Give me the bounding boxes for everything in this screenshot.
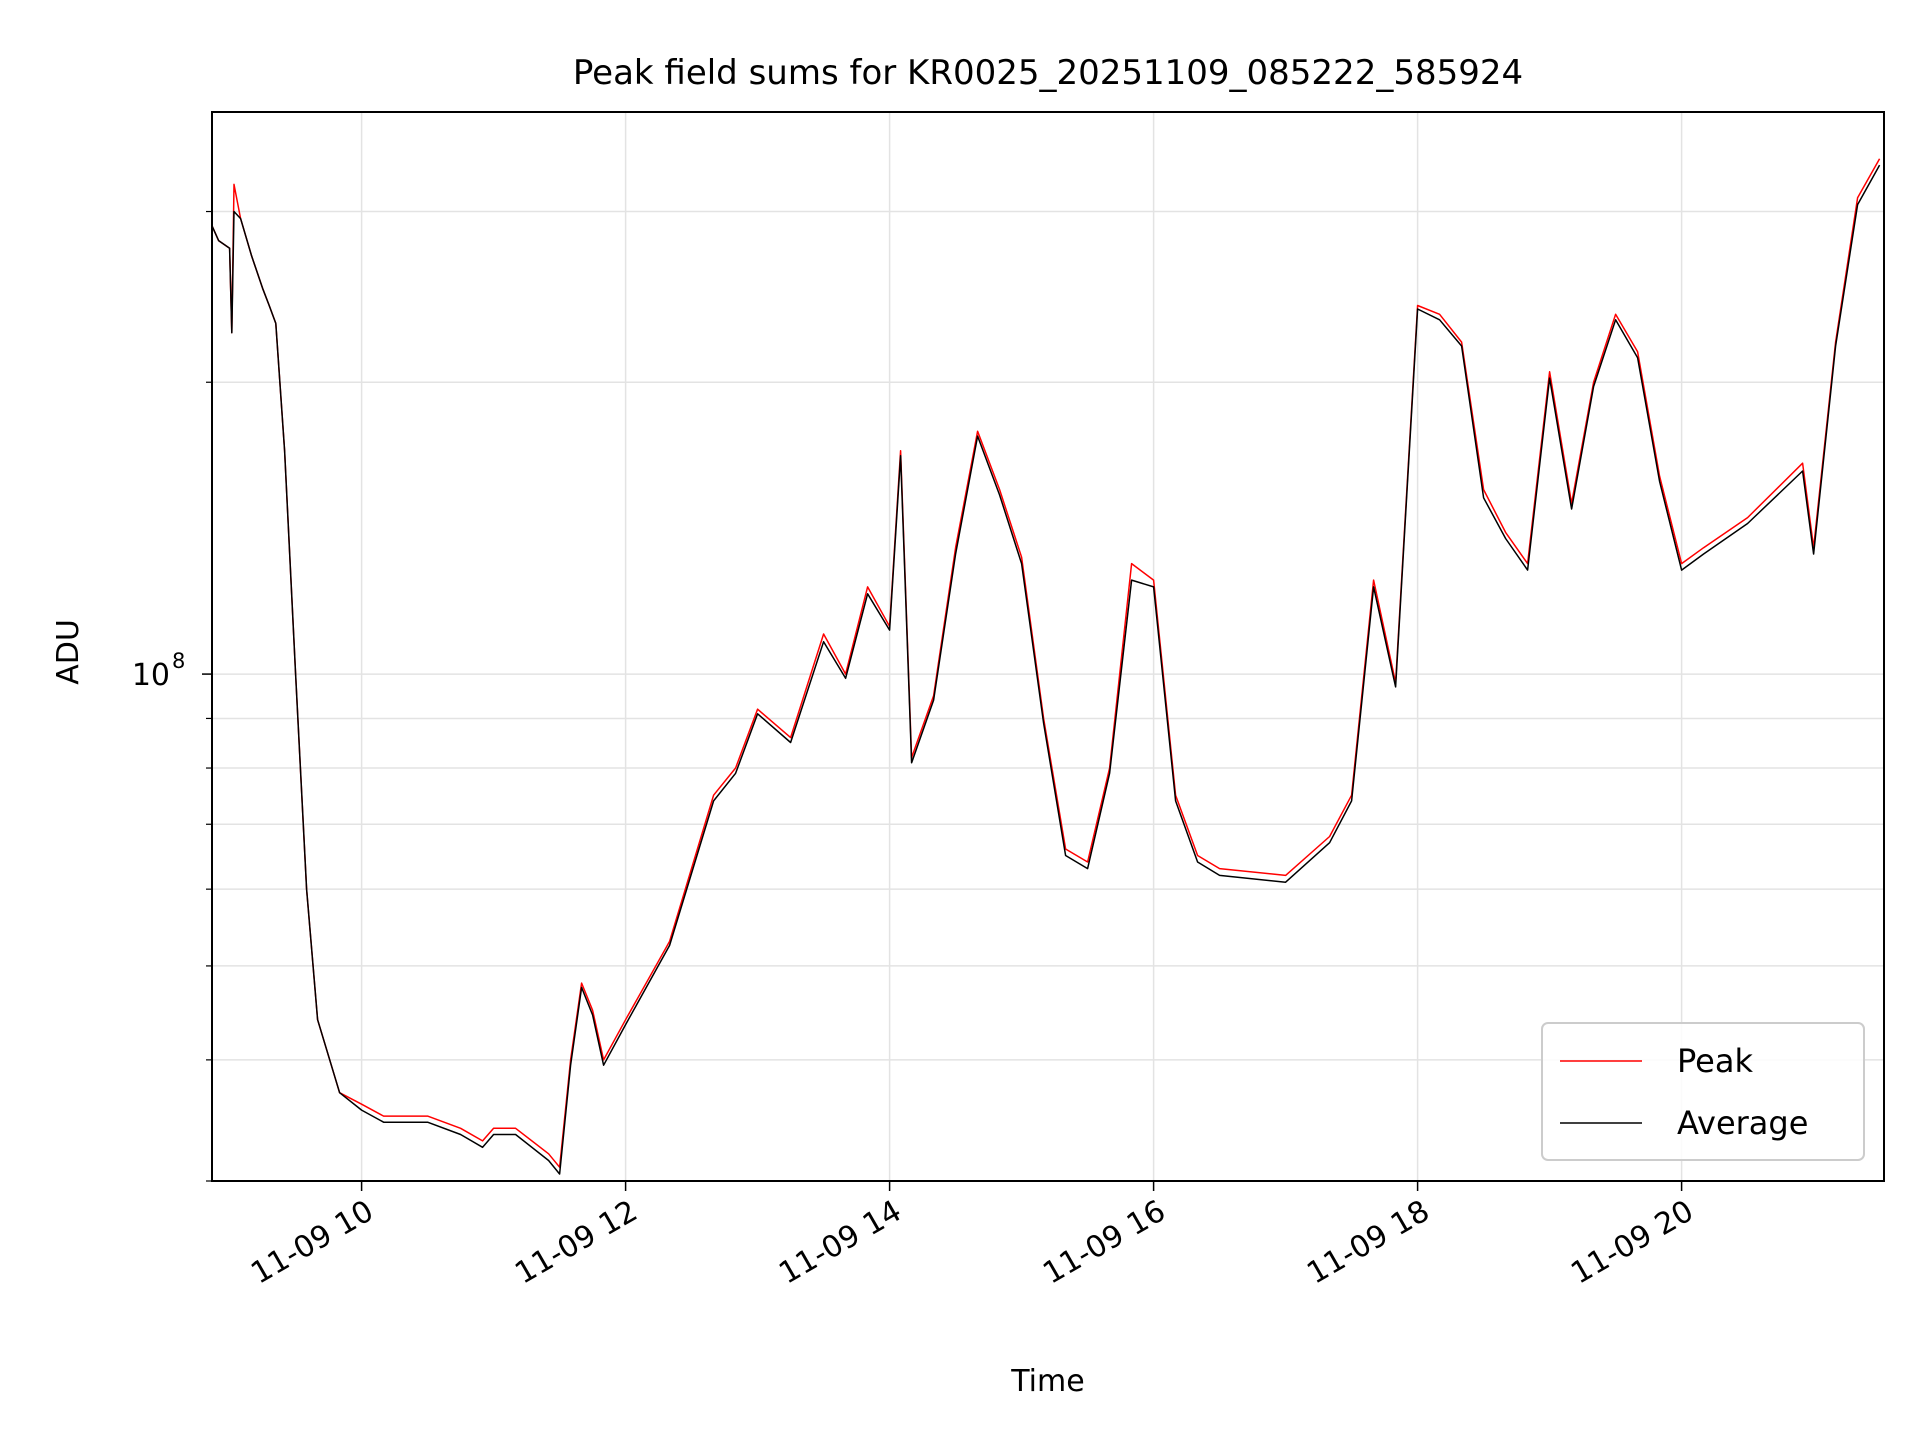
y-axis-label: ADU	[51, 619, 86, 685]
chart-title: Peak field sums for KR0025_20251109_0852…	[573, 53, 1523, 93]
grid	[212, 112, 1884, 1182]
x-axis-label: Time	[1010, 1364, 1084, 1399]
y-tick-label-exponent: 8	[172, 649, 185, 673]
series-layer	[211, 158, 1881, 1175]
plot-frame	[211, 111, 1885, 1182]
legend: Peak Average	[1541, 1022, 1865, 1161]
plot-area	[212, 112, 1884, 1181]
legend-label-peak: Peak	[1677, 1042, 1753, 1080]
legend-label-average: Average	[1677, 1104, 1808, 1142]
series-line-average	[211, 164, 1881, 1175]
legend-frame	[1541, 1022, 1865, 1161]
y-tick-label: 10	[132, 658, 170, 693]
